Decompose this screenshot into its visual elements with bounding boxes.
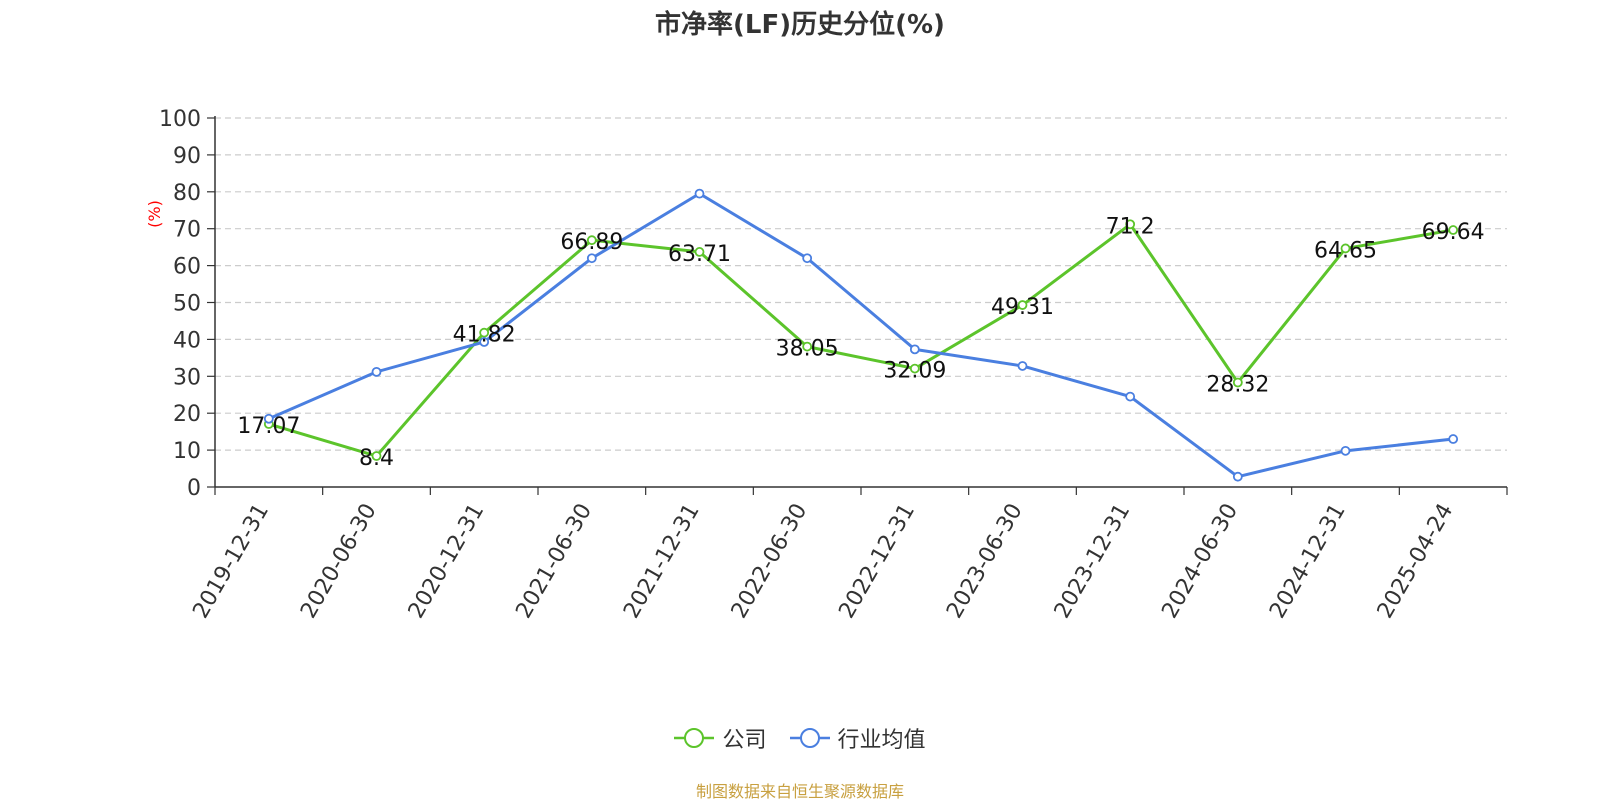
y-tick-label: 20 [173,402,201,427]
y-tick-label: 0 [187,476,201,501]
company-point [586,235,597,246]
industry-point [1448,434,1459,444]
x-tick-label: 2023-12-31 [1050,500,1136,623]
industry-point [479,337,490,347]
x-tick-label: 2023-06-30 [942,500,1028,623]
x-tick-label: 2019-12-31 [188,500,274,623]
legend-company-marker-icon [674,728,715,748]
x-tick-label: 2022-12-31 [834,499,920,622]
company-point [1125,219,1136,230]
y-tick-label: 30 [173,365,201,390]
data-label: 32.09 [883,359,946,384]
industry-point [586,253,597,264]
y-tick-label: 10 [173,439,201,464]
x-tick-label: 2025-04-24 [1373,500,1459,623]
industry-point [909,344,920,355]
data-label: 8.4 [359,446,394,471]
data-label: 49.31 [991,295,1054,320]
y-axis-label: (%) [145,200,164,228]
series-lines [263,188,1459,482]
company-point [479,327,490,338]
source-note: 制图数据来自恒生聚源数据库 [695,782,904,801]
company-point [1448,225,1459,235]
company-point [1232,377,1243,388]
legend-company-label: 公司 [722,728,767,753]
legend-item-industry[interactable]: 行业均值 [789,722,926,754]
industry-point [1017,361,1028,371]
data-label: 63.71 [668,242,731,267]
grid-lines [215,117,1507,451]
y-tick-label: 90 [173,144,201,169]
industry-point [1232,471,1243,482]
x-tick-label: 2022-06-30 [727,500,813,623]
series-line-company [268,222,1454,458]
y-tick-label: 80 [173,181,201,206]
company-point [1017,300,1028,310]
industry-point [694,188,705,199]
series-line-industry [268,192,1454,479]
industry-point [1125,391,1136,402]
data-label: 38.05 [776,337,839,362]
data-label: 69.64 [1422,220,1485,245]
data-label: 41.82 [453,323,516,348]
industry-point [802,253,813,264]
y-tick-label: 50 [173,292,201,317]
x-tick-label: 2024-12-31 [1265,500,1351,623]
x-tick-label: 2020-06-30 [296,500,382,623]
legend-item-company[interactable]: 公司 [674,722,767,754]
data-label: 66.89 [560,230,623,255]
company-point [371,451,382,461]
company-point [909,363,920,374]
data-label: 71.2 [1106,214,1155,239]
data-labels: 17.07 8.4 41.82 66.89 63.71 38.05 32.09 49.31 71… [237,214,1484,471]
y-tick-label: 70 [173,218,201,243]
x-tick-label: 2020-12-31 [404,499,490,622]
data-label: 64.65 [1314,238,1377,263]
legend-industry-marker-icon [789,728,830,748]
legend-industry-label: 行业均值 [837,728,926,753]
legend: 公司 行业均值 [0,722,1600,756]
axes: 0 10 20 30 40 50 60 70 80 90 100 (%) 2019-12-31 2020-… [145,107,1508,623]
industry-point [371,366,382,377]
industry-point [1340,445,1351,456]
data-label: 28.32 [1206,372,1269,397]
y-tick-label: 40 [173,328,201,353]
company-point [694,247,705,257]
x-tick-label: 2021-06-30 [511,500,597,623]
y-tick-label: 100 [159,107,201,132]
y-tick-label: 60 [173,255,201,280]
chart-title: 市净率(LF)历史分位(%) [655,10,945,40]
industry-point [263,413,274,424]
x-tick-label: 2024-06-30 [1157,500,1243,623]
company-point [802,341,813,352]
x-tick-label: 2021-12-31 [619,500,705,623]
data-label: 17.07 [237,414,300,439]
company-point [1340,243,1351,254]
